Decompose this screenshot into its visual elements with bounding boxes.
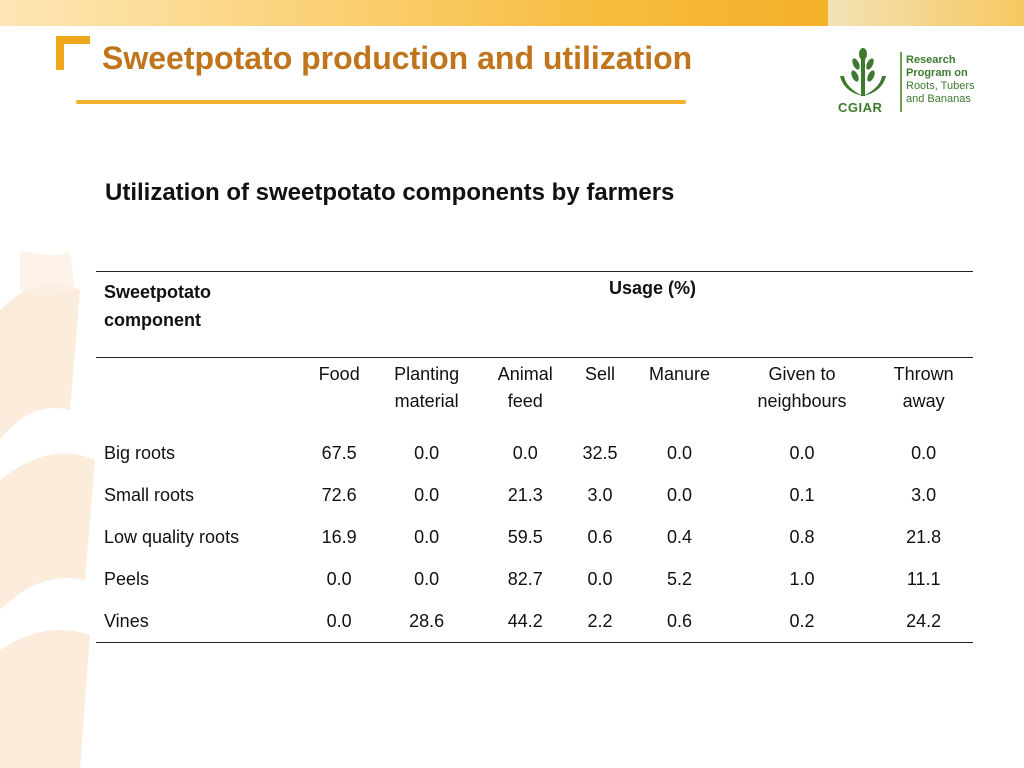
table-cell: 0.0	[667, 484, 693, 505]
row-label: Peels	[104, 568, 150, 589]
table-cell: 0.8	[789, 526, 815, 547]
row-label: Vines	[96, 600, 305, 643]
table-cell: 0.0	[587, 568, 613, 589]
title-underline	[76, 100, 686, 104]
table-cell: 24.2	[874, 600, 973, 643]
table-cell: 82.7	[507, 568, 543, 589]
table-cell: 0.0	[326, 568, 352, 589]
column-header: Planting material	[394, 364, 460, 411]
logo-line: and Bananas	[906, 93, 971, 105]
table-header-row: Sweetpotato component Usage (%)	[96, 271, 973, 358]
logo-brand-text: CGIAR	[838, 100, 883, 115]
table-row: Low quality roots 16.9 0.0 59.5 0.6 0.4 …	[96, 516, 973, 558]
table-cell: 11.1	[906, 568, 941, 589]
row-header-cell: Sweetpotato component	[96, 271, 305, 358]
table-cell: 0.0	[414, 442, 440, 463]
column-header: Thrown away	[893, 364, 954, 411]
table-row: Vines 0.0 28.6 44.2 2.2 0.6 0.2 24.2	[96, 600, 973, 643]
table-cell: 44.2	[479, 600, 571, 643]
table-cell: 0.0	[667, 442, 693, 463]
table-cell: 5.2	[667, 568, 693, 589]
table-cell: 0.2	[729, 600, 875, 643]
cgiar-logo: CGIAR Research Program on Roots, Tubers …	[834, 46, 994, 118]
table-cell: 16.9	[321, 526, 357, 547]
table-cell: 0.6	[587, 526, 613, 547]
table-cell: 21.8	[906, 526, 942, 547]
row-header-line: component	[104, 310, 201, 330]
utilization-table: Sweetpotato component Usage (%) Food Pla…	[96, 271, 973, 643]
table-cell: 2.2	[570, 600, 630, 643]
table-row: Big roots 67.5 0.0 0.0 32.5 0.0 0.0 0.0	[96, 432, 973, 474]
row-label: Small roots	[104, 484, 195, 505]
table-caption: Utilization of sweetpotato components by…	[105, 179, 675, 206]
table-cell: 0.0	[414, 568, 440, 589]
column-header: Sell	[585, 364, 616, 384]
row-label: Big roots	[104, 442, 176, 463]
column-header: Manure	[649, 364, 711, 384]
logo-divider	[900, 52, 902, 112]
table-cell: 0.0	[512, 442, 538, 463]
table-cell: 0.4	[667, 526, 693, 547]
table-cell: 59.5	[507, 526, 543, 547]
logo-line: Program on	[906, 67, 968, 79]
table-cell: 0.0	[789, 442, 815, 463]
table-row: Peels 0.0 0.0 82.7 0.0 5.2 1.0 11.1	[96, 558, 973, 600]
table-cell: 3.0	[587, 484, 613, 505]
corner-bracket-icon	[56, 36, 90, 70]
table-cell: 0.6	[629, 600, 730, 643]
table-cell: 67.5	[321, 442, 357, 463]
table-cell: 0.0	[305, 600, 374, 643]
column-header: Food	[318, 364, 360, 384]
table-cell: 1.0	[789, 568, 815, 589]
logo-program-text: Research Program on Roots, Tubers and Ba…	[906, 54, 996, 106]
usage-group-header: Usage (%)	[305, 271, 973, 358]
table-row: Small roots 72.6 0.0 21.3 3.0 0.0 0.1 3.…	[96, 474, 973, 516]
table-cell: 0.0	[414, 526, 440, 547]
table-cell: 3.0	[911, 484, 937, 505]
table-cell: 0.1	[789, 484, 815, 505]
table-cell: 32.5	[582, 442, 618, 463]
row-label: Low quality roots	[104, 526, 240, 547]
column-header-empty	[96, 358, 305, 433]
table-cell: 72.6	[321, 484, 357, 505]
column-header: Animal feed	[497, 364, 553, 411]
column-header-row: Food Planting material Animal feed Sell Ma…	[96, 358, 973, 433]
table-cell: 0.0	[911, 442, 937, 463]
top-banner-accent	[828, 0, 1024, 26]
table-cell: 0.0	[414, 484, 440, 505]
row-header-line: Sweetpotato	[104, 282, 212, 302]
logo-line: Roots, Tubers	[906, 80, 975, 92]
logo-line: Research	[906, 54, 956, 66]
table-cell: 21.3	[507, 484, 543, 505]
wheat-plant-icon	[840, 48, 886, 96]
page-title: Sweetpotato production and utilization	[102, 40, 693, 76]
column-header: Given to neighbours	[757, 364, 847, 411]
table-cell: 28.6	[373, 600, 480, 643]
background-watermark	[0, 250, 95, 768]
